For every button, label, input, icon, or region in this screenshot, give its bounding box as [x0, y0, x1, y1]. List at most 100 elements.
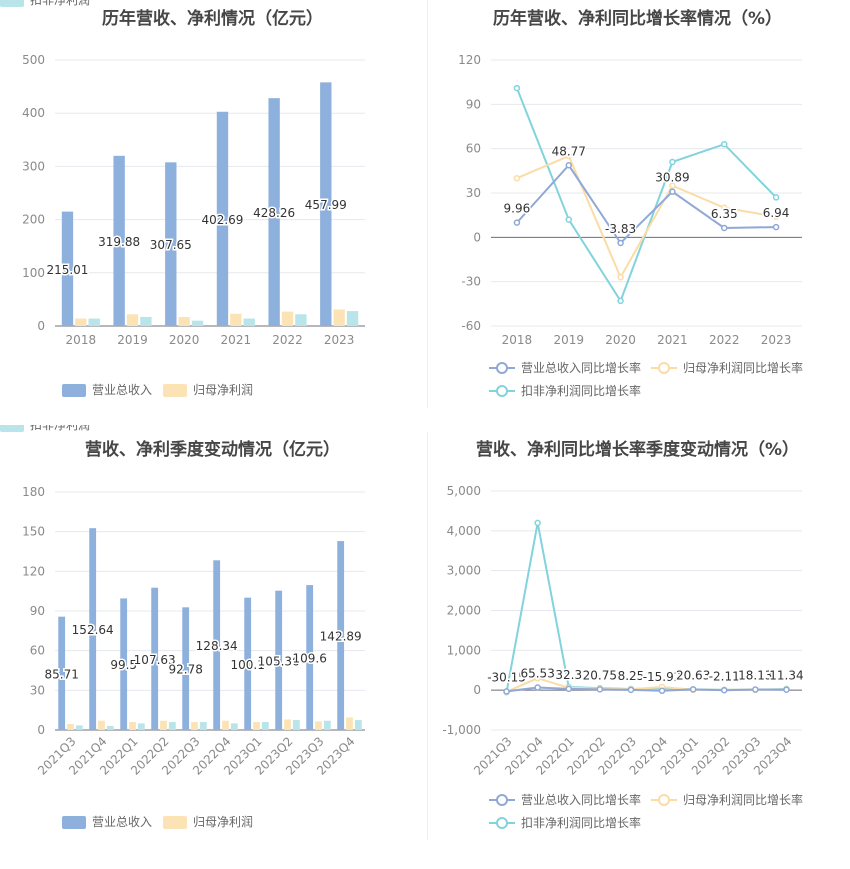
data-label: 307.65 [150, 238, 192, 252]
bar-net-profit [178, 316, 190, 326]
y-tick-label: 1,000 [447, 643, 481, 657]
data-point [772, 213, 780, 220]
y-tick-label: 2,000 [447, 604, 481, 618]
bar-net-profit [129, 722, 136, 730]
bar-deducted-profit [199, 722, 207, 730]
legend-marker[interactable] [496, 362, 508, 374]
series-line [516, 163, 777, 245]
data-label: 128.34 [196, 639, 238, 653]
y-tick-label: 0 [473, 230, 481, 244]
data-label: 18.13 [738, 668, 772, 682]
legend-marker[interactable] [658, 362, 670, 374]
data-label: -2.11 [709, 669, 740, 683]
x-tick-label: 2023 [761, 333, 792, 347]
bar-deducted-profit [261, 722, 269, 730]
data-point [669, 182, 676, 189]
data-label: 105.36 [258, 654, 300, 668]
data-point [565, 216, 572, 223]
data-label: -15.92 [643, 670, 682, 684]
data-point [617, 297, 624, 305]
bar-revenue [337, 541, 345, 730]
legend-label[interactable]: 营业总收入 [92, 383, 152, 397]
bar-deducted-profit [75, 725, 83, 730]
bar-deducted-profit [243, 318, 255, 326]
data-point [565, 162, 572, 169]
data-label: 20.75 [583, 668, 617, 682]
bar-net-profit [346, 717, 353, 730]
y-tick-label: 60 [466, 142, 481, 156]
y-tick-label: 5,000 [447, 484, 481, 498]
legend-swatch[interactable] [62, 816, 86, 829]
y-tick-label: 90 [466, 97, 481, 111]
data-point [513, 174, 521, 182]
data-point [752, 686, 759, 693]
bar-net-profit [98, 720, 105, 730]
legend-swatch[interactable] [163, 816, 187, 829]
y-tick-label: 30 [30, 683, 45, 697]
x-tick-label: 2019 [117, 333, 148, 347]
x-tick-label: 2020 [169, 333, 200, 347]
legend-label[interactable]: 扣非净利润 [30, 0, 90, 7]
data-label: 215.01 [46, 263, 88, 277]
legend-label[interactable]: 归母净利润 [193, 383, 253, 397]
x-tick-label: 2019 [553, 333, 584, 347]
y-tick-label: 60 [30, 644, 45, 658]
bar-revenue [320, 82, 332, 326]
legend-marker[interactable] [496, 385, 508, 397]
legend-label[interactable]: 扣非净利润同比增长率 [521, 815, 641, 830]
legend-marker[interactable] [496, 794, 508, 806]
bar-net-profit [67, 724, 74, 730]
y-tick-label: 30 [466, 186, 481, 200]
legend-marker[interactable] [658, 794, 670, 806]
data-label: 20.63 [676, 668, 710, 682]
x-tick-label: 2021 [657, 333, 688, 347]
legend-swatch[interactable] [163, 384, 187, 397]
data-label: 319.88 [98, 235, 140, 249]
legend-label[interactable]: 营业总收入同比增长率 [521, 360, 641, 375]
bar-deducted-profit [168, 722, 176, 730]
panel-divider-bottom [427, 432, 428, 840]
y-tick-label: 120 [458, 53, 481, 67]
y-tick-label: 0 [37, 723, 45, 737]
bar-deducted-profit [292, 720, 300, 730]
legend-label[interactable]: 归母净利润同比增长率 [683, 360, 803, 375]
data-point [627, 686, 635, 694]
legend-swatch[interactable] [0, 425, 24, 432]
bar-deducted-profit [106, 726, 114, 730]
legend-label[interactable]: 归母净利润 [193, 815, 253, 829]
legend-swatch[interactable] [0, 0, 24, 7]
legend-swatch[interactable] [62, 384, 86, 397]
legend-label[interactable]: 营业总收入同比增长率 [521, 792, 641, 807]
data-point [596, 686, 604, 693]
bar-net-profit [230, 313, 242, 326]
legend-label[interactable]: 归母净利润同比增长率 [683, 792, 803, 807]
bar-revenue [113, 155, 125, 326]
chart-panel-quarterly-growth: 营收、净利同比增长率季度变动情况（%） 5,000 4,000 3,000 2,000… [425, 425, 850, 869]
y-tick-label: 400 [22, 106, 45, 120]
data-label: 152.64 [72, 623, 114, 637]
legend-label[interactable]: 营业总收入 [92, 815, 152, 829]
bar-revenue [151, 587, 159, 730]
legend-marker[interactable] [496, 817, 508, 829]
y-tick-label: 100 [22, 266, 45, 280]
data-point [689, 686, 697, 693]
bar-net-profit [75, 318, 87, 326]
bar-revenue [268, 98, 280, 326]
chart-annual-bars: 0 100 200 300 400 500 2018 2019 2020 2021 2022 2023… [0, 0, 365, 397]
bar-revenue [58, 616, 66, 730]
data-label: 30.89 [655, 171, 689, 185]
chart-panel-annual-bars: 历年营收、净利情况（亿元） 0 100 200 300 400 500 2018 2019 20… [0, 0, 425, 420]
bar-net-profit [191, 722, 198, 730]
data-point [513, 219, 521, 226]
data-label: 142.89 [320, 630, 362, 644]
y-tick-label: 200 [22, 213, 45, 227]
data-label: -30.15 [487, 670, 526, 684]
legend-label[interactable]: 扣非净利润同比增长率 [521, 383, 641, 398]
bar-deducted-profit [295, 314, 307, 326]
data-point [721, 687, 728, 694]
data-point [534, 519, 541, 527]
bar-net-profit [126, 314, 139, 326]
bar-revenue [275, 590, 283, 730]
data-point [669, 188, 676, 195]
legend-label[interactable]: 扣非净利润 [30, 425, 90, 432]
